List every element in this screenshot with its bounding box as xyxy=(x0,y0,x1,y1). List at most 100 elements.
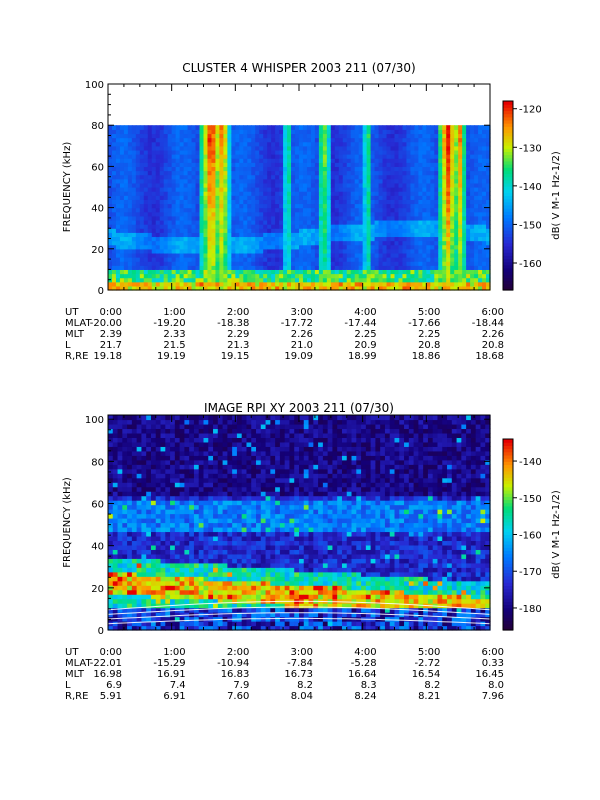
heatmap-cell xyxy=(386,273,392,279)
heatmap-cell xyxy=(163,187,169,192)
heatmap-cell xyxy=(314,174,320,180)
heatmap-cell xyxy=(187,257,193,262)
ephemeris-label: MLT xyxy=(65,329,85,340)
heatmap-cell xyxy=(119,257,125,262)
heatmap-cell xyxy=(474,162,479,167)
heatmap-cell xyxy=(235,166,240,172)
heatmap-cell xyxy=(287,261,292,266)
heatmap-cell xyxy=(450,137,455,143)
heatmap-cell xyxy=(346,265,352,270)
heatmap-cell xyxy=(117,477,123,483)
heatmap-cell xyxy=(486,273,491,279)
heatmap-cell xyxy=(414,149,419,155)
heatmap-cell xyxy=(482,252,487,258)
heatmap-cell xyxy=(141,571,147,577)
colorbar-tick-label: -120 xyxy=(519,105,542,116)
spectrogram xyxy=(108,415,491,631)
heatmap-cell xyxy=(193,432,200,438)
heatmap-cell xyxy=(462,129,467,135)
heatmap-cell xyxy=(279,137,284,143)
heatmap-cell xyxy=(175,261,181,266)
heatmap-cell xyxy=(160,459,166,465)
heatmap-cell xyxy=(223,273,228,279)
heatmap-cell xyxy=(223,162,228,167)
heatmap-cell xyxy=(247,285,252,291)
heatmap-cell xyxy=(127,273,133,279)
heatmap-cell xyxy=(167,191,173,196)
heatmap-cell xyxy=(175,219,181,225)
heatmap-cell xyxy=(442,252,447,258)
heatmap-cell xyxy=(446,133,451,139)
heatmap-cell xyxy=(306,240,312,246)
heatmap-cell xyxy=(136,509,143,515)
heatmap-cell xyxy=(418,261,423,266)
heatmap-cell xyxy=(155,603,162,609)
heatmap-cell xyxy=(271,174,276,180)
heatmap-cell xyxy=(370,125,376,130)
heatmap-cell xyxy=(474,277,479,283)
colorbar-swatch xyxy=(503,126,513,130)
heatmap-cell xyxy=(139,277,145,283)
heatmap-cell xyxy=(155,428,162,434)
heatmap-cell xyxy=(119,133,125,139)
heatmap-cell xyxy=(314,257,320,262)
heatmap-cell xyxy=(235,149,240,155)
heatmap-cell xyxy=(358,174,364,180)
heatmap-cell xyxy=(275,174,280,180)
heatmap-cell xyxy=(122,459,128,465)
heatmap-cell xyxy=(239,129,244,135)
heatmap-cell xyxy=(193,415,200,421)
heatmap-cell xyxy=(314,162,320,167)
ephemeris-value: -18.38 xyxy=(217,318,249,329)
heatmap-cell xyxy=(117,491,123,497)
heatmap-cell xyxy=(410,228,415,233)
heatmap-cell xyxy=(174,432,181,438)
heatmap-cell xyxy=(386,277,392,283)
heatmap-cell xyxy=(279,281,284,287)
heatmap-cell xyxy=(275,199,280,205)
heatmap-cell xyxy=(174,513,181,519)
heatmap-cell xyxy=(199,228,205,233)
heatmap-cell xyxy=(159,248,165,254)
heatmap-cell xyxy=(386,191,392,196)
heatmap-cell xyxy=(255,187,260,192)
heatmap-cell xyxy=(422,285,427,291)
heatmap-cell xyxy=(122,468,128,474)
heatmap-cell xyxy=(338,219,344,225)
heatmap-cell xyxy=(446,215,451,221)
heatmap-cell xyxy=(442,244,447,250)
heatmap-cell xyxy=(438,240,443,246)
heatmap-cell xyxy=(287,224,292,229)
heatmap-cell xyxy=(187,285,193,291)
heatmap-cell xyxy=(426,265,431,270)
heatmap-cell xyxy=(203,154,209,159)
heatmap-cell xyxy=(175,133,181,139)
heatmap-cell xyxy=(117,455,123,461)
heatmap-cell xyxy=(330,145,336,151)
heatmap-cell xyxy=(215,178,221,184)
heatmap-cell xyxy=(227,219,232,225)
heatmap-cell xyxy=(478,285,483,291)
heatmap-cell xyxy=(136,437,143,443)
heatmap-cell xyxy=(108,129,113,135)
heatmap-cell xyxy=(410,244,415,250)
heatmap-cell xyxy=(179,468,186,474)
heatmap-cell xyxy=(184,589,190,595)
heatmap-cell xyxy=(184,621,190,627)
heatmap-cell xyxy=(127,576,133,582)
heatmap-cell xyxy=(306,207,312,213)
heatmap-cell xyxy=(179,621,186,627)
heatmap-cell xyxy=(198,571,205,577)
heatmap-cell xyxy=(191,178,197,184)
heatmap-cell xyxy=(150,603,157,609)
heatmap-cell xyxy=(131,432,138,438)
heatmap-cell xyxy=(187,166,193,172)
heatmap-cell xyxy=(108,224,113,229)
heatmap-cell xyxy=(350,187,356,192)
heatmap-cell xyxy=(450,244,455,250)
heatmap-cell xyxy=(386,240,392,246)
heatmap-cell xyxy=(189,549,195,555)
heatmap-cell xyxy=(117,585,123,591)
heatmap-cell xyxy=(179,178,185,184)
heatmap-cell xyxy=(422,224,427,229)
